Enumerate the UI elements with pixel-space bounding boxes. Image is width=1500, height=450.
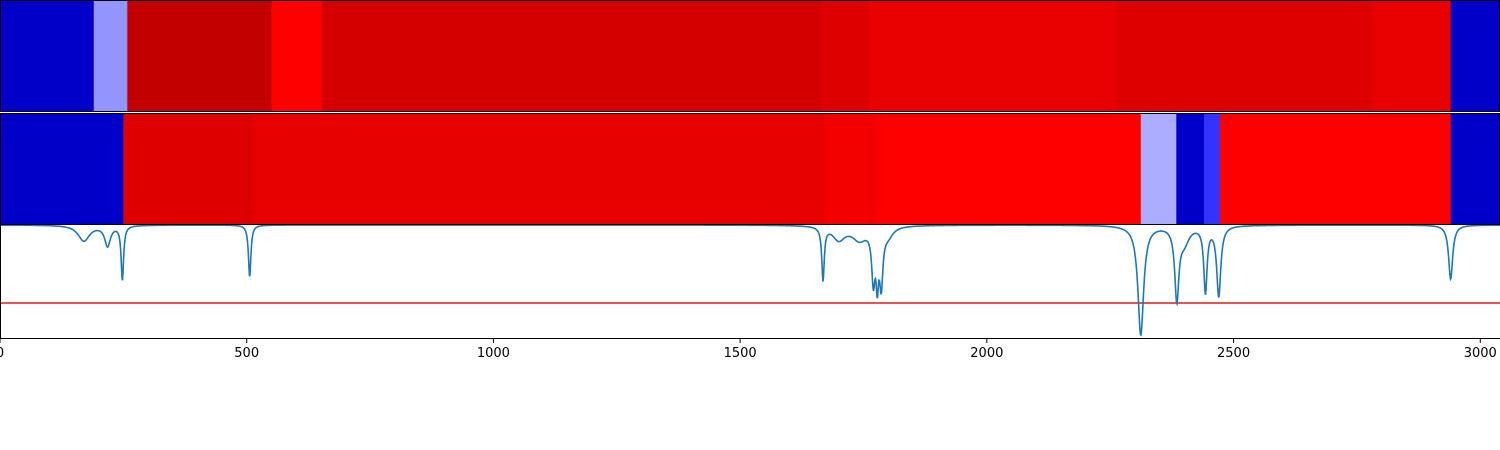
heatmap-1-cell-4 — [321, 1, 823, 111]
heatmap-2-cell-4 — [875, 114, 885, 224]
x-tick-label: 2500 — [1217, 346, 1250, 361]
line-panel: 0 500 1000 1500 2000 2500 3000 — [0, 225, 1500, 361]
heatmap-1-cell-8 — [1371, 1, 1452, 111]
heatmap-strip-1 — [0, 1, 1500, 111]
heatmap-2-cell-5 — [884, 114, 1142, 224]
heatmap-1-cell-0 — [0, 1, 95, 111]
heatmap-2-cell-0 — [0, 114, 124, 224]
heatmap-2-cell-6 — [1140, 114, 1177, 224]
heatmap-1-cell-3 — [271, 1, 323, 111]
heatmap-2-cell-3 — [824, 114, 877, 224]
x-tick-label: 1500 — [724, 346, 757, 361]
x-tick-label: 0 — [0, 346, 4, 361]
heatmap-2-cell-2 — [251, 114, 825, 224]
heatmap-1-cell-7 — [1116, 1, 1373, 111]
heatmap-2-cell-9 — [1219, 114, 1452, 224]
heatmap-2-cell-8 — [1203, 114, 1221, 224]
x-tick-label: 3000 — [1464, 346, 1497, 361]
heatmap-1-cell-9 — [1450, 1, 1500, 111]
heatmap-1-cell-5 — [821, 1, 870, 111]
heatmap-2-cell-10 — [1450, 114, 1500, 224]
spectrum-series-line — [0, 225, 1500, 337]
x-tick-label: 500 — [234, 346, 259, 361]
x-tick-label: 1000 — [477, 346, 510, 361]
heatmap-2-cell-7 — [1176, 114, 1205, 224]
x-tick-label: 2000 — [970, 346, 1003, 361]
heatmap-1-cell-6 — [869, 1, 1117, 111]
heatmap-strip-2 — [0, 114, 1500, 224]
heatmap-2-cell-1 — [123, 114, 253, 224]
heatmap-1-cell-2 — [127, 1, 272, 111]
heatmap-1-cell-1 — [93, 1, 128, 111]
x-axis-ticks: 0 500 1000 1500 2000 2500 3000 — [0, 338, 1497, 361]
